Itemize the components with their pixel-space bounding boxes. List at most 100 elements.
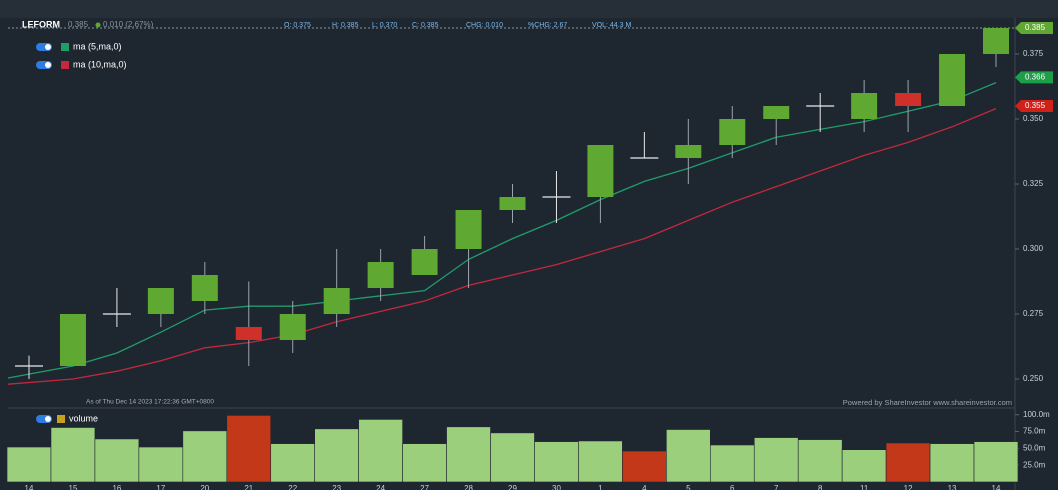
volume-bar: [753, 437, 799, 483]
x-tick-label: 1: [598, 484, 603, 490]
y-tick-label: 0.275: [1023, 309, 1044, 318]
candle-body: [279, 314, 306, 340]
header-field: L: 0.370: [372, 22, 397, 29]
volume-tick-label: 75.0m: [1023, 427, 1046, 436]
ticker: LEFORM: [22, 19, 60, 29]
legend-label: ma (10,ma,0): [73, 59, 127, 69]
x-tick-label: 21: [244, 484, 253, 490]
x-tick-label: 12: [904, 484, 913, 490]
volume-bar: [226, 415, 272, 483]
toggle-knob: [45, 416, 51, 422]
x-tick-label: 30: [552, 484, 561, 490]
price-tag: [1015, 100, 1053, 112]
candle-body: [719, 119, 746, 145]
x-tick-label: 17: [156, 484, 165, 490]
header-field: C: 0.385: [412, 22, 439, 29]
volume-bar: [182, 430, 228, 483]
timestamp: As of Thu Dec 14 2023 17:22:36 GMT+0800: [86, 399, 214, 406]
x-tick-label: 15: [69, 484, 78, 490]
price-tag-label: 0.355: [1025, 101, 1046, 110]
header-field: CHG: 0.010: [466, 22, 503, 29]
volume-bar: [929, 443, 975, 483]
price-tag: [1015, 71, 1053, 84]
volume-bar: [666, 429, 711, 483]
volume-bar: [622, 450, 667, 483]
x-tick-label: 11: [860, 484, 869, 490]
x-tick-label: 4: [642, 484, 647, 490]
x-tick-label: 20: [200, 484, 209, 490]
candle-body: [763, 106, 790, 119]
ma-line: [7, 81, 997, 379]
candle-body: [235, 327, 262, 340]
toggle-knob: [45, 62, 51, 68]
change: 0.010 (2.67%): [103, 20, 154, 29]
candle-body: [191, 275, 218, 301]
candle-body: [895, 93, 922, 106]
volume-bar: [490, 432, 535, 483]
up-icon: [95, 22, 101, 28]
y-tick-label: 0.325: [1023, 179, 1044, 188]
header-bar: [0, 0, 1058, 18]
volume-bar: [578, 440, 623, 483]
x-tick-label: 5: [686, 484, 691, 490]
volume-icon: [57, 415, 65, 423]
volume-bar: [314, 428, 359, 483]
legend-label: ma (5,ma,0): [73, 41, 122, 51]
price-tag: [1015, 22, 1053, 34]
credit: Powered by ShareInvestor www.shareinvest…: [843, 398, 1012, 407]
volume-bar: [973, 441, 1019, 483]
volume-bar: [797, 439, 843, 483]
volume-bar: [402, 443, 447, 483]
volume-bar: [358, 419, 403, 483]
volume-bar: [94, 438, 140, 483]
x-tick-label: 23: [332, 484, 341, 490]
candle-body: [367, 262, 394, 288]
x-tick-label: 16: [112, 484, 121, 490]
header-field: VOL: 44.3 M: [592, 22, 631, 29]
ma-line: [7, 107, 997, 385]
volume-bar: [6, 446, 52, 483]
candle-body: [499, 197, 526, 210]
candle-body: [323, 288, 350, 314]
volume-bar: [841, 449, 887, 483]
volume-tick-label: 100.0m: [1023, 410, 1050, 419]
legend-swatch: [61, 43, 69, 51]
header-field: H: 0.385: [332, 22, 359, 29]
last-price: 0.385: [68, 20, 89, 29]
y-tick-label: 0.350: [1023, 114, 1044, 123]
header-field: %CHG: 2.67: [528, 22, 567, 29]
volume-tick-label: 50.0m: [1023, 443, 1046, 452]
volume-bar: [709, 444, 755, 483]
x-tick-label: 7: [774, 484, 779, 490]
candle-body: [587, 145, 614, 197]
candle-body: [147, 288, 174, 314]
candle-body: [411, 249, 438, 275]
x-tick-label: 8: [818, 484, 823, 490]
y-tick-label: 0.375: [1023, 49, 1044, 58]
x-tick-label: 14: [25, 484, 34, 490]
x-tick-label: 22: [288, 484, 297, 490]
candle-body: [983, 28, 1009, 54]
candle-body: [675, 145, 702, 158]
volume-tick-label: 25.0m: [1023, 460, 1046, 469]
x-tick-label: 24: [376, 484, 385, 490]
volume-bar: [50, 427, 96, 483]
volume-bar: [534, 441, 579, 483]
x-tick-label: 6: [730, 484, 735, 490]
toggle-knob: [45, 44, 51, 50]
legend-swatch: [61, 61, 69, 69]
x-tick-label: 13: [948, 484, 957, 490]
volume-bar: [446, 426, 491, 483]
x-tick-label: 27: [420, 484, 429, 490]
x-tick-label: 14: [992, 484, 1001, 490]
y-tick-label: 0.300: [1023, 244, 1044, 253]
candle-body: [939, 54, 966, 106]
header-field: O: 0.375: [284, 22, 311, 29]
price-tag-label: 0.366: [1025, 73, 1046, 82]
volume-bar: [885, 442, 931, 483]
x-tick-label: 29: [508, 484, 517, 490]
y-tick-label: 0.250: [1023, 374, 1044, 383]
volume-bar: [138, 446, 184, 483]
